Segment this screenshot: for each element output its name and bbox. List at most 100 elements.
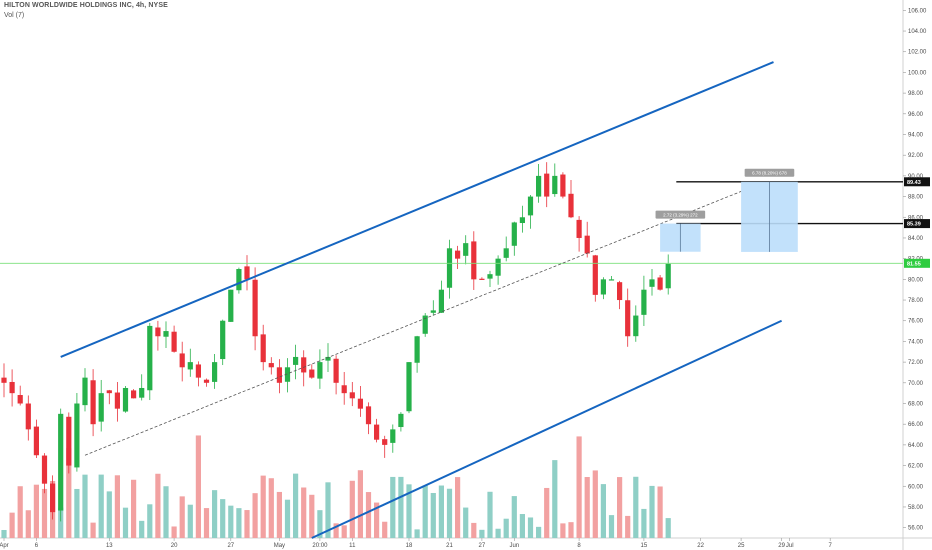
candle-body [349, 392, 355, 399]
volume-bar [357, 470, 363, 538]
candle-body [33, 426, 39, 456]
volume-bar [90, 522, 96, 538]
chart-title: HILTON WORLDWIDE HOLDINGS INC, 4h, NYSE [4, 2, 168, 9]
volume-bar [260, 475, 266, 538]
volume-bar [552, 460, 558, 538]
candle-body [357, 398, 363, 409]
volume-bar [398, 476, 404, 538]
y-tick-label: 90.00 [908, 174, 924, 180]
volume-bar [633, 476, 639, 538]
candle-body [187, 362, 193, 370]
volume-bar [446, 488, 453, 538]
candle-body [519, 217, 525, 224]
volume-bar [584, 477, 590, 538]
candle-body [495, 258, 501, 276]
candle-body [544, 173, 550, 197]
y-tick-label: 60.00 [908, 484, 924, 490]
volume-bar [349, 480, 355, 538]
candle-body [179, 353, 185, 368]
candle-body [122, 387, 129, 412]
price-tag-label: 89.43 [907, 180, 921, 186]
candle-body [374, 424, 380, 440]
candle-body [82, 377, 88, 406]
volume-bar [252, 493, 258, 538]
volume-bar [511, 496, 517, 538]
candle-body [293, 356, 299, 365]
target-label-text: 2.72 (3.29%) 272 [663, 212, 698, 217]
volume-bar [122, 507, 129, 538]
volume-bar [163, 486, 169, 538]
candle-body [641, 289, 647, 315]
x-tick-label: 27 [227, 543, 234, 549]
candle-body [268, 363, 274, 368]
x-tick-label: 20:00 [312, 543, 328, 549]
candle-body [471, 241, 477, 280]
candle-body [252, 279, 258, 337]
candle-body [25, 403, 31, 430]
candle-body [455, 250, 461, 259]
candle-body [600, 279, 606, 295]
volume-bar [592, 470, 598, 538]
volume-bar [1, 529, 7, 538]
candle-body [276, 367, 282, 383]
candle-body [487, 274, 493, 279]
candle-body [592, 255, 598, 295]
volume-bar [33, 484, 39, 538]
candle-body [511, 222, 517, 246]
volume-bar [536, 526, 542, 538]
volume-bar [341, 525, 347, 538]
volume-bar [503, 518, 509, 538]
candle-body [430, 310, 436, 313]
volume-indicator-label: Vol (7) [4, 12, 25, 19]
volume-bar [41, 488, 48, 538]
candle-body [260, 334, 266, 363]
candle-body [422, 315, 428, 334]
candle-body [406, 362, 412, 412]
candle-body [284, 367, 291, 382]
candle-body [633, 315, 639, 337]
y-tick-label: 68.00 [908, 402, 924, 408]
volume-bar [568, 522, 574, 538]
target-label-box [744, 168, 795, 177]
volume-bar [641, 508, 647, 538]
volume-bar [171, 526, 177, 538]
y-tick-label: 78.00 [908, 298, 924, 304]
y-tick-label: 94.00 [908, 133, 924, 139]
volume-bar [17, 486, 23, 538]
y-tick-label: 96.00 [908, 112, 924, 118]
x-tick-label: 22 [697, 543, 704, 549]
y-tick-label: 72.00 [908, 360, 924, 366]
candle-body [382, 439, 388, 445]
x-tick-label: 21 [446, 543, 453, 549]
target-label-box [655, 210, 706, 219]
x-tick-label: May [274, 543, 285, 549]
candle-body [584, 235, 590, 254]
candle-body [98, 393, 104, 422]
volume-bar [560, 523, 566, 538]
x-tick-label: Apr [0, 543, 9, 549]
candle-body [301, 357, 307, 373]
channel-lower-line [311, 319, 783, 539]
y-tick-label: 74.00 [908, 339, 924, 345]
volume-bar [519, 514, 525, 538]
volume-bar [382, 521, 388, 538]
candle-body [365, 406, 372, 425]
volume-bar [25, 510, 31, 538]
candle-body [479, 278, 485, 280]
volume-bar [212, 490, 218, 538]
candle-body [9, 381, 15, 394]
candle-body [390, 429, 396, 443]
candle-body [503, 248, 509, 258]
volume-bar [374, 502, 380, 538]
volume-bar [309, 494, 315, 538]
y-tick-label: 88.00 [908, 195, 924, 201]
y-tick-label: 66.00 [908, 422, 924, 428]
current-price-tag-label: 81.55 [907, 261, 921, 267]
current-price-tag [904, 258, 930, 268]
candle-body [228, 289, 234, 322]
candle-body [114, 392, 120, 409]
x-tick-label: 25 [738, 543, 745, 549]
y-tick-label: 64.00 [908, 443, 924, 449]
volume-bar [657, 486, 663, 538]
